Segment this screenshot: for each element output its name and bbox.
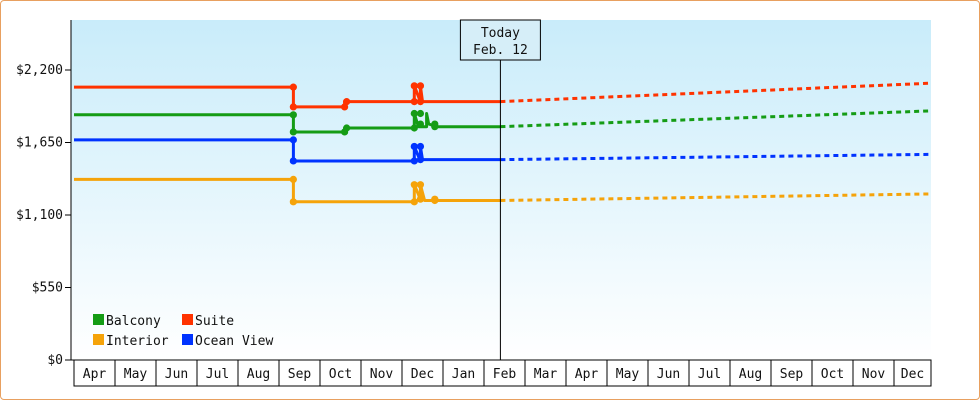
data-point	[289, 128, 297, 136]
data-point	[416, 156, 425, 164]
y-tick-label: $0	[47, 353, 63, 368]
month-label: Nov	[862, 367, 886, 382]
month-label: Apr	[83, 367, 107, 382]
data-point	[410, 98, 418, 106]
data-point	[410, 198, 418, 206]
month-label: Jun	[165, 367, 188, 382]
month-label: Aug	[247, 367, 270, 382]
month-cell	[483, 359, 526, 387]
month-cell	[811, 359, 854, 387]
data-point	[343, 98, 351, 106]
y-tick-label: $2,200	[16, 63, 63, 78]
month-cell	[565, 359, 608, 387]
data-point	[416, 120, 425, 128]
month-label: Apr	[575, 367, 599, 382]
y-tick-label: $550	[32, 281, 63, 296]
legend-label-ocean-view: Ocean View	[195, 334, 273, 349]
today-box	[459, 19, 541, 61]
month-cell	[852, 359, 895, 387]
today-marker: Today Feb. 12	[459, 19, 541, 360]
legend-swatch-ocean-view	[182, 334, 193, 345]
data-point	[289, 157, 297, 165]
data-point	[289, 136, 297, 144]
month-cell	[155, 359, 198, 387]
data-point	[431, 123, 439, 131]
month-cell	[647, 359, 690, 387]
month-label: Dec	[901, 367, 924, 382]
month-label: Jul	[698, 367, 721, 382]
month-label: Oct	[821, 367, 844, 382]
month-cell	[196, 359, 239, 387]
legend-label-suite: Suite	[195, 314, 234, 329]
month-label: Jul	[206, 367, 229, 382]
legend-swatch-interior	[93, 334, 104, 345]
y-tick-label: $1,100	[16, 208, 63, 223]
data-point	[416, 98, 425, 106]
data-point	[410, 142, 418, 151]
legend-label-balcony: Balcony	[106, 314, 161, 329]
series-layer	[74, 81, 932, 206]
month-label: Feb	[493, 367, 517, 382]
month-label: Mar	[534, 367, 558, 382]
y-tick-label: $1,650	[16, 136, 63, 151]
month-cell	[114, 359, 157, 387]
data-point	[410, 181, 418, 189]
month-cell	[237, 359, 280, 387]
month-label: Dec	[411, 367, 434, 382]
month-label: May	[124, 367, 148, 382]
data-point	[289, 175, 297, 184]
data-point	[416, 109, 425, 118]
data-point	[343, 124, 351, 132]
data-point	[416, 195, 425, 203]
legend: Balcony Suite Interior Ocean View	[93, 314, 273, 349]
data-point	[416, 82, 425, 90]
axes: $0 $550 $1,100 $1,650 $2,200 Apr May Jun Jul Aug S…	[16, 20, 932, 387]
month-cell	[319, 359, 362, 387]
month-label: Jan	[452, 367, 475, 382]
month-cell	[524, 359, 567, 387]
data-point	[410, 109, 418, 118]
month-cell	[893, 359, 932, 387]
today-date: Feb. 12	[473, 43, 528, 58]
legend-label-interior: Interior	[106, 334, 169, 349]
month-label: Sep	[288, 367, 312, 382]
legend-swatch-balcony	[93, 314, 104, 325]
data-point	[410, 124, 418, 132]
data-point	[410, 157, 418, 165]
data-point	[416, 142, 425, 151]
month-cell	[606, 359, 649, 387]
today-label: Today	[481, 26, 520, 41]
data-point	[431, 196, 439, 205]
month-label: May	[616, 367, 640, 382]
data-point	[416, 181, 425, 189]
data-point	[289, 111, 297, 119]
month-label: Oct	[329, 367, 352, 382]
legend-swatch-suite	[182, 314, 193, 325]
month-cell	[360, 359, 403, 387]
month-label: Aug	[739, 367, 762, 382]
month-cell	[278, 359, 321, 387]
month-cell	[770, 359, 813, 387]
plot-background	[71, 20, 931, 360]
data-point	[289, 198, 297, 206]
month-cell	[688, 359, 731, 387]
month-label: Sep	[780, 367, 804, 382]
month-label: Jun	[657, 367, 680, 382]
data-point	[289, 103, 297, 111]
data-point	[289, 83, 297, 91]
data-point	[410, 82, 418, 90]
month-label: Nov	[370, 367, 394, 382]
